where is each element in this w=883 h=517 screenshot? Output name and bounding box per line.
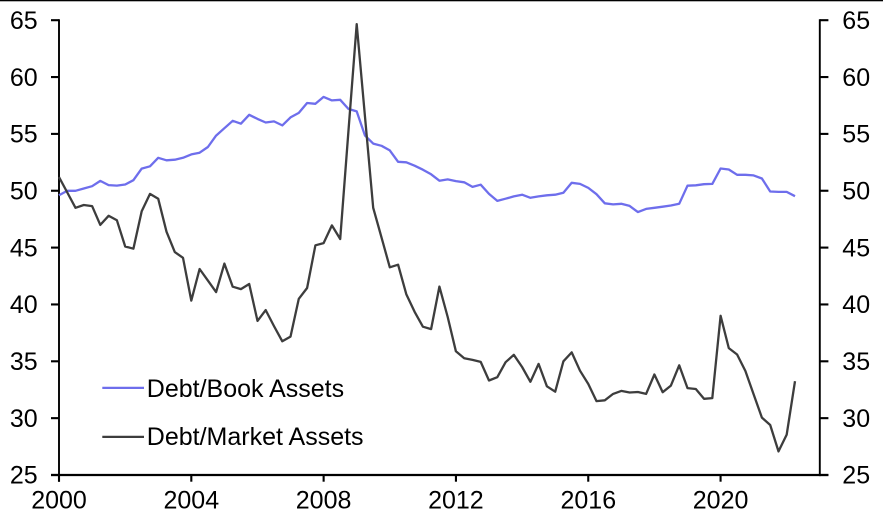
svg-text:55: 55 — [10, 121, 38, 149]
svg-text:Debt/Book Assets: Debt/Book Assets — [147, 375, 344, 403]
svg-text:50: 50 — [842, 177, 870, 205]
svg-text:2020: 2020 — [693, 487, 749, 515]
svg-text:2016: 2016 — [560, 487, 616, 515]
svg-text:30: 30 — [842, 405, 870, 433]
svg-text:60: 60 — [10, 64, 38, 92]
svg-text:45: 45 — [10, 234, 38, 262]
svg-text:65: 65 — [10, 7, 38, 35]
svg-text:2008: 2008 — [296, 487, 352, 515]
svg-text:Debt/Market Assets: Debt/Market Assets — [147, 423, 364, 451]
svg-text:45: 45 — [842, 234, 870, 262]
svg-text:2000: 2000 — [31, 487, 87, 515]
svg-text:55: 55 — [842, 121, 870, 149]
svg-text:25: 25 — [842, 462, 870, 490]
svg-text:60: 60 — [842, 64, 870, 92]
svg-text:40: 40 — [10, 291, 38, 319]
svg-text:2012: 2012 — [428, 487, 484, 515]
svg-text:50: 50 — [10, 177, 38, 205]
svg-text:65: 65 — [842, 7, 870, 35]
svg-text:2004: 2004 — [163, 487, 219, 515]
svg-text:25: 25 — [10, 462, 38, 490]
svg-text:35: 35 — [842, 348, 870, 376]
svg-text:40: 40 — [842, 291, 870, 319]
svg-text:35: 35 — [10, 348, 38, 376]
svg-text:30: 30 — [10, 405, 38, 433]
